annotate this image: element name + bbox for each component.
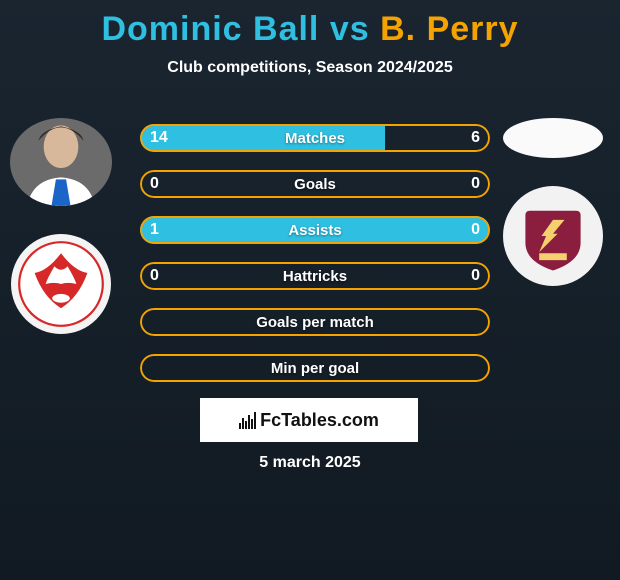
right-column [495,118,610,286]
stat-row: 0 0 Hattricks [140,262,490,290]
stat-row: Min per goal [140,354,490,382]
stat-row: 1 0 Assists [140,216,490,244]
title-player2: B. Perry [380,10,518,48]
stat-fill [140,124,385,152]
left-column [8,118,113,334]
player1-club-crest [11,234,111,334]
stat-value-left: 14 [150,129,168,147]
stat-value-right: 0 [471,267,480,285]
title: Dominic Ball vs B. Perry [0,0,620,49]
chart-icon [239,411,256,429]
stat-row: 0 0 Goals [140,170,490,198]
stat-label: Min per goal [271,360,359,377]
stat-value-right: 0 [471,175,480,193]
title-player1: Dominic Ball [101,10,319,48]
subtitle: Club competitions, Season 2024/2025 [0,59,620,77]
date: 5 march 2025 [0,454,620,472]
stat-value-right: 6 [471,129,480,147]
player2-club-crest [503,186,603,286]
player2-avatar [503,118,603,158]
stat-row: 14 6 Matches [140,124,490,152]
stat-label: Goals [294,176,336,193]
stat-row: Goals per match [140,308,490,336]
player1-avatar [10,118,112,206]
stat-value-left: 1 [150,221,159,239]
stat-label: Goals per match [256,314,374,331]
stat-label: Hattricks [283,268,347,285]
stat-label: Matches [285,130,345,147]
stat-value-left: 0 [150,175,159,193]
stat-label: Assists [288,222,341,239]
stats-list: 14 6 Matches 0 0 Goals 1 0 Assists 0 0 Hattricks Goa… [140,124,490,382]
source-logo-text: FcTables.com [260,410,379,431]
source-logo: FcTables.com [200,398,418,442]
comparison-card: Dominic Ball vs B. Perry Club competitio… [0,0,620,580]
title-vs: vs [330,10,370,48]
stat-value-left: 0 [150,267,159,285]
stat-value-right: 0 [471,221,480,239]
